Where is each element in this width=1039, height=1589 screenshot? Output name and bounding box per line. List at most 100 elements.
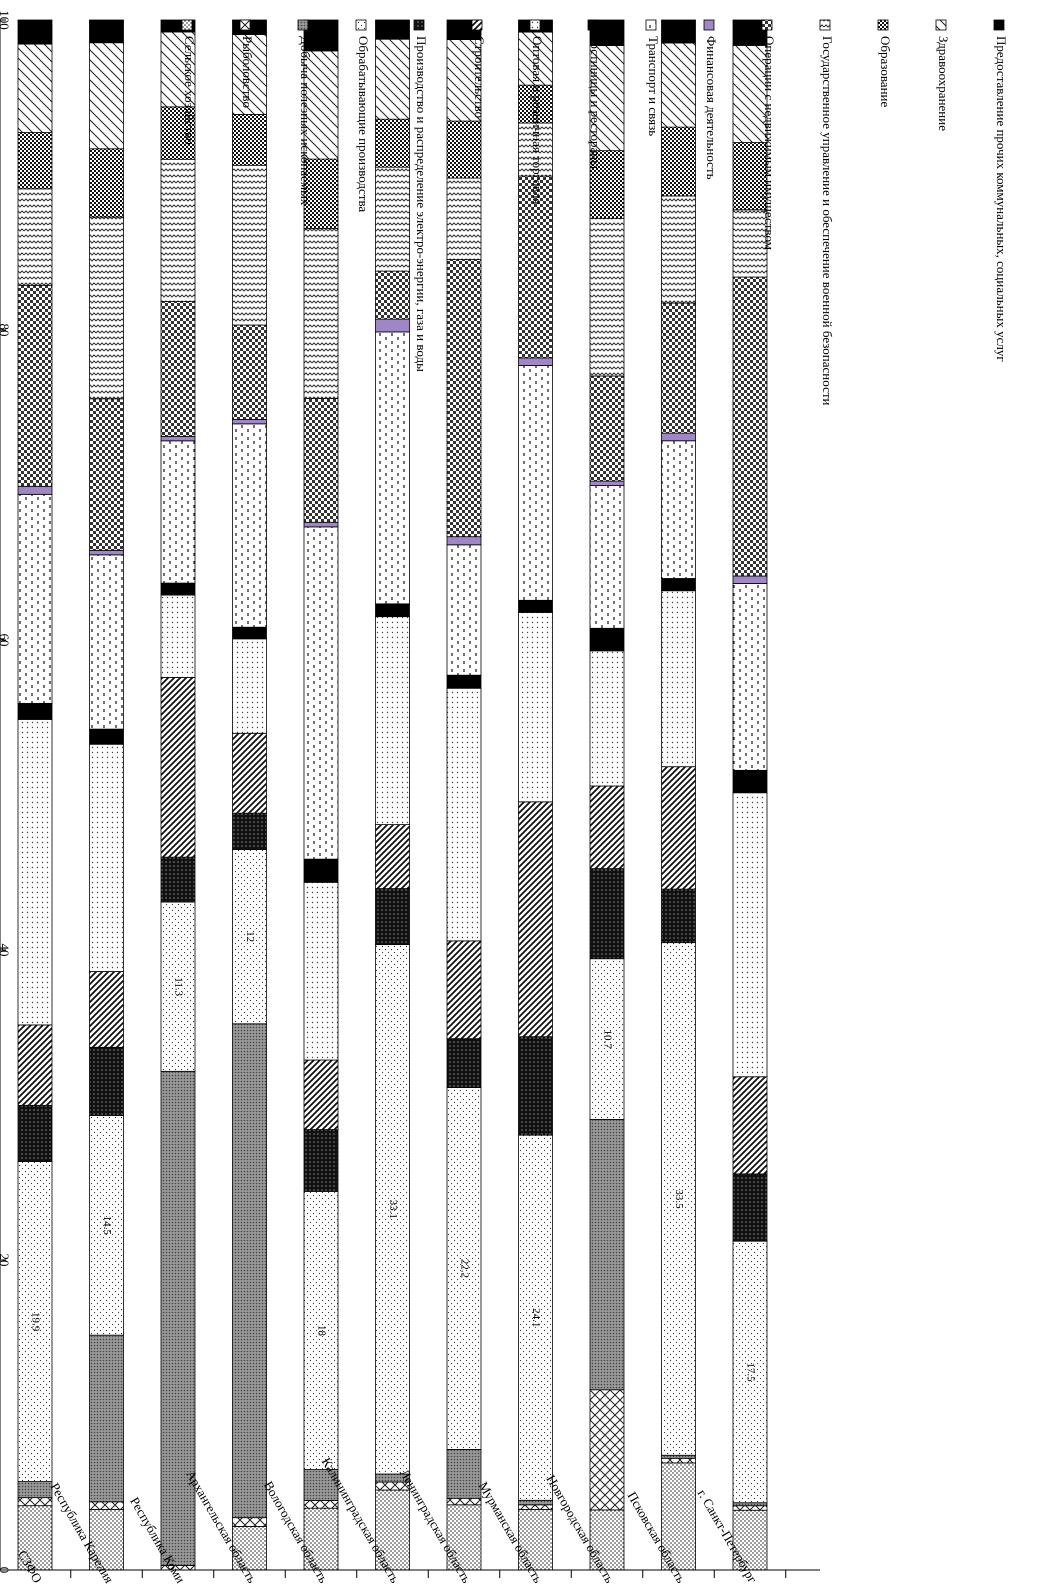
bar-segment bbox=[732, 45, 768, 143]
bar-segment bbox=[446, 1497, 482, 1506]
bar-segment bbox=[17, 1104, 53, 1162]
bar-segment bbox=[446, 544, 482, 676]
bar-segment bbox=[518, 357, 553, 366]
bar-segment bbox=[375, 318, 410, 333]
bar-segment bbox=[661, 42, 696, 128]
legend-label: Операции с недвижимым имуществом bbox=[762, 36, 777, 250]
bar-segment bbox=[732, 769, 768, 794]
legend-swatch bbox=[761, 19, 773, 31]
data-label: 14.5 bbox=[101, 1216, 113, 1236]
bar-segment bbox=[17, 284, 53, 487]
bar-segment bbox=[589, 1509, 625, 1571]
bar-segment bbox=[589, 480, 625, 487]
bar-segment bbox=[446, 259, 482, 538]
bar-segment bbox=[89, 971, 124, 1048]
bar-segment bbox=[661, 440, 696, 579]
legend-label: Финансовая деятельность bbox=[704, 36, 719, 180]
bar-segment bbox=[17, 702, 53, 720]
bar-segment bbox=[446, 120, 482, 179]
bar-segment bbox=[232, 1023, 267, 1519]
bar-segment bbox=[89, 398, 124, 551]
bar-segment bbox=[375, 118, 410, 168]
tick-label: 40 bbox=[0, 944, 12, 957]
legend-label: Предоставление прочих коммунальных, соци… bbox=[994, 36, 1009, 362]
bar-segment bbox=[232, 626, 267, 640]
legend-label: Оптовая и розничная торговля bbox=[530, 36, 545, 205]
bar-segment bbox=[589, 485, 625, 629]
data-label: 19.9 bbox=[29, 1312, 41, 1332]
bar-segment bbox=[232, 324, 267, 420]
bar-segment bbox=[17, 1497, 53, 1507]
bar-segment bbox=[160, 435, 196, 442]
data-label: 18 bbox=[315, 1325, 327, 1337]
data-label: 33.1 bbox=[387, 1200, 399, 1219]
bar-segment bbox=[160, 594, 196, 678]
bar-segment bbox=[375, 166, 410, 272]
legend-swatch bbox=[529, 19, 541, 31]
bar-segment bbox=[17, 1505, 53, 1571]
bar-segment bbox=[160, 582, 196, 596]
bar-segment bbox=[303, 50, 339, 160]
bar-segment bbox=[89, 1046, 124, 1116]
legend-swatch bbox=[993, 19, 1005, 31]
legend-swatch bbox=[587, 19, 599, 31]
data-label: 22.2 bbox=[458, 1259, 470, 1278]
bar-segment bbox=[375, 616, 410, 825]
bar-segment bbox=[303, 521, 339, 528]
legend-label: Транспорт и связь bbox=[646, 36, 661, 136]
bar-segment bbox=[17, 132, 53, 190]
bar-segment bbox=[232, 812, 267, 850]
bar-segment bbox=[375, 888, 410, 945]
bar-segment bbox=[303, 158, 339, 230]
bar-segment bbox=[589, 627, 625, 652]
bar-segment bbox=[303, 1507, 339, 1571]
data-label: 33.5 bbox=[673, 1189, 685, 1209]
bar-segment bbox=[17, 1161, 53, 1482]
bar-segment bbox=[232, 164, 267, 326]
bar-segment bbox=[303, 881, 339, 1061]
bar-segment bbox=[375, 331, 410, 605]
bar-segment bbox=[17, 493, 53, 704]
bar-segment bbox=[661, 888, 696, 944]
bar-segment bbox=[303, 1059, 339, 1130]
legend-swatch bbox=[935, 19, 947, 31]
bar-segment bbox=[303, 858, 339, 883]
legend-label: Государственное управление и обеспечение… bbox=[820, 36, 835, 406]
bar-segment bbox=[732, 1509, 768, 1571]
bar-segment bbox=[303, 398, 339, 523]
legend-label: Обрабатывающие производства bbox=[356, 36, 371, 212]
bar-segment bbox=[732, 792, 768, 1078]
bar-segment bbox=[17, 719, 53, 1026]
bar-segment bbox=[661, 590, 696, 768]
legend-label: Рыболовство bbox=[240, 36, 255, 108]
legend-label: Сельское хозяйство bbox=[182, 36, 197, 145]
legend-label: Здравоохранение bbox=[936, 36, 951, 131]
bar-segment bbox=[446, 674, 482, 689]
bar-segment bbox=[589, 1389, 625, 1511]
bar-segment bbox=[732, 19, 768, 46]
bar-segment bbox=[17, 188, 53, 286]
bar-segment bbox=[589, 375, 625, 482]
bar-segment bbox=[160, 31, 196, 108]
bar-segment bbox=[661, 302, 696, 434]
bar-segment bbox=[375, 38, 410, 120]
bar-segment bbox=[661, 766, 696, 890]
bar-segment bbox=[446, 687, 482, 942]
bar-segment bbox=[732, 583, 768, 771]
bar-segment bbox=[160, 19, 196, 33]
bar-segment bbox=[732, 276, 768, 577]
bar-segment bbox=[732, 575, 768, 584]
bar-segment bbox=[160, 1070, 196, 1566]
bar-segment bbox=[17, 19, 53, 45]
bar-segment bbox=[446, 39, 482, 122]
bar-segment bbox=[589, 1119, 625, 1391]
bar-segment bbox=[232, 849, 267, 1025]
tick-label: 0 bbox=[0, 1567, 12, 1574]
bar-segment bbox=[732, 1502, 768, 1507]
bar-segment bbox=[89, 1115, 124, 1336]
bar-segment bbox=[661, 1454, 696, 1459]
legend-swatch bbox=[413, 19, 425, 31]
bar-segment bbox=[732, 1173, 768, 1242]
bar-segment bbox=[375, 824, 410, 889]
bar-segment bbox=[232, 419, 267, 425]
